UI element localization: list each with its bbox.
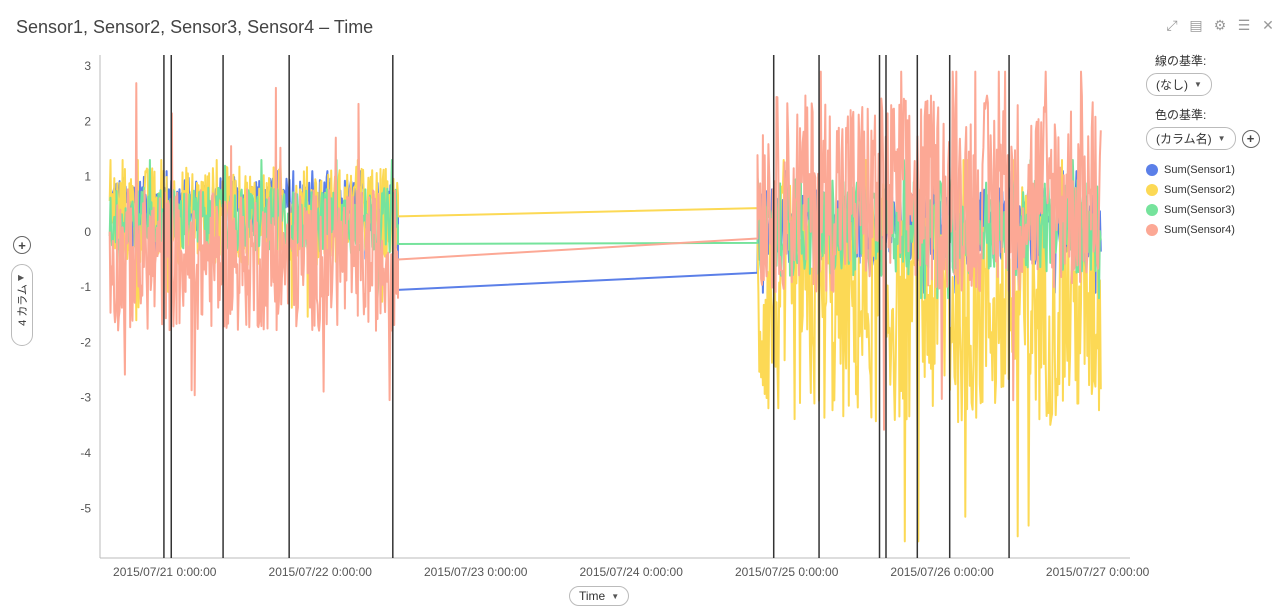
legend-label: Sum(Sensor3) (1164, 204, 1235, 216)
y-tick-label: 2 (84, 114, 91, 128)
color-by-value: (カラム名) (1156, 132, 1212, 146)
y-tick-label: 3 (84, 59, 91, 73)
x-tick-label: 2015/07/22 0:00:00 (269, 565, 373, 579)
y-tick-label: -2 (80, 335, 91, 349)
expand-icon[interactable]: ⤢ (1166, 16, 1178, 33)
y-tick-label: -4 (80, 446, 91, 460)
legend-item[interactable]: Sum(Sensor2) (1146, 180, 1260, 200)
x-tick-label: 2015/07/25 0:00:00 (735, 565, 839, 579)
legend-item[interactable]: Sum(Sensor3) (1146, 200, 1260, 220)
y-tick-label: 1 (84, 170, 91, 184)
line-by-value: (なし) (1156, 78, 1188, 92)
y-tick-label: -5 (80, 501, 91, 515)
y-axis-controls: + ▶ 4 カラム (11, 236, 33, 346)
line-by-label: 線の基準: (1155, 54, 1207, 68)
line-by-selector[interactable]: (なし) ▼ (1146, 73, 1212, 96)
x-axis-label: Time (579, 589, 606, 603)
color-by-selector[interactable]: (カラム名) ▼ (1146, 127, 1236, 150)
x-axis-controls: Time ▼ (569, 586, 630, 606)
x-axis-selector[interactable]: Time ▼ (569, 586, 630, 606)
list-icon[interactable]: ☰ (1237, 16, 1251, 33)
chevron-down-icon: ▼ (611, 591, 620, 601)
y-tick-label: -1 (80, 280, 91, 294)
legend-swatch (1146, 164, 1158, 176)
legend-label: Sum(Sensor2) (1164, 184, 1235, 196)
chevron-down-icon: ▼ (1194, 80, 1202, 89)
add-color-button[interactable]: + (1241, 129, 1260, 148)
legend-item[interactable]: Sum(Sensor4) (1146, 220, 1260, 240)
x-tick-label: 2015/07/27 0:00:00 (1046, 565, 1150, 579)
legend-label: Sum(Sensor4) (1164, 224, 1235, 236)
color-by-label: 色の基準: (1155, 108, 1207, 122)
chevron-down-icon: ▶ (18, 273, 25, 282)
legend-swatch (1146, 204, 1158, 216)
add-y-column-button[interactable]: + (13, 236, 31, 254)
legend-item[interactable]: Sum(Sensor1) (1146, 160, 1260, 180)
y-tick-label: -3 (80, 391, 91, 405)
legend-swatch (1146, 184, 1158, 196)
series-line-3 (108, 159, 1102, 300)
legend-label: Sum(Sensor1) (1164, 164, 1235, 176)
y-axis-selector[interactable]: ▶ 4 カラム (11, 264, 33, 346)
x-tick-label: 2015/07/24 0:00:00 (579, 565, 683, 579)
visualization-toolbar: ⤢ ▤ ⚙ ☰ ✕ (1165, 16, 1275, 33)
page-title: Sensor1, Sensor2, Sensor3, Sensor4 – Tim… (16, 17, 374, 37)
y-tick-label: 0 (84, 225, 91, 239)
close-icon[interactable]: ✕ (1262, 16, 1274, 33)
legend-panel: 線の基準: (なし) ▼ 色の基準: (カラム名) ▼ + Sum(Sensor… (1146, 52, 1260, 240)
legend-swatch (1146, 224, 1158, 236)
series-line-4 (108, 70, 1102, 431)
x-tick-label: 2015/07/21 0:00:00 (113, 565, 217, 579)
x-tick-label: 2015/07/23 0:00:00 (424, 565, 528, 579)
x-tick-label: 2015/07/26 0:00:00 (890, 565, 994, 579)
chevron-down-icon: ▼ (1217, 134, 1226, 143)
gear-icon[interactable]: ⚙ (1213, 16, 1227, 33)
export-icon[interactable]: ▤ (1189, 16, 1203, 33)
